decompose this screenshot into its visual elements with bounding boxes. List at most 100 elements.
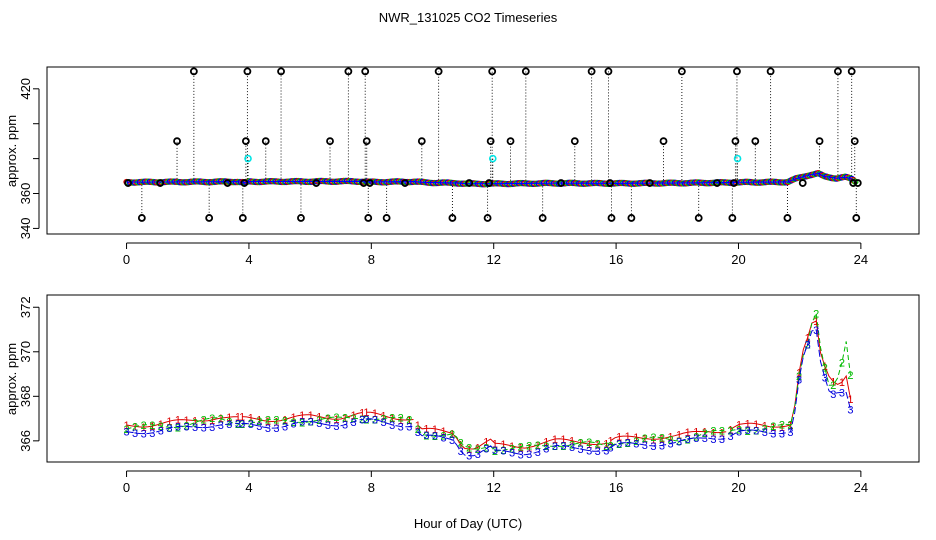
series-2-marker: 2 [787, 420, 793, 432]
series-1-line [417, 424, 607, 450]
flagged-point-black [401, 179, 409, 187]
series-3-marker: 3 [141, 429, 147, 441]
flagged-point-black [733, 67, 741, 76]
series-3-marker: 3 [676, 436, 682, 448]
series-2-marker: 2 [500, 445, 506, 457]
series-2-line [730, 311, 851, 432]
series-1-marker: 1 [483, 437, 489, 449]
flagged-point-black [607, 214, 616, 222]
series-1-marker: 1 [333, 414, 339, 426]
series-1-marker: 1 [175, 415, 181, 427]
flagged-point-black [694, 214, 703, 222]
series-1-marker: 1 [308, 410, 314, 422]
x-axis-label: Hour of Day (UTC) [414, 516, 522, 531]
top-y-axis-label: approx. ppm [4, 115, 19, 187]
series-2-marker: 2 [822, 363, 828, 375]
series-3-marker: 3 [830, 389, 836, 401]
top-x-tick-label: 24 [854, 252, 868, 267]
bottom-x-tick-label: 4 [245, 480, 252, 495]
series-2-marker: 2 [676, 436, 682, 448]
flagged-point-black [798, 179, 807, 187]
series-1-marker: 1 [248, 413, 254, 425]
series-1-marker: 1 [325, 413, 331, 425]
series-3-marker: 3 [183, 421, 189, 433]
series-3-marker: 3 [299, 417, 305, 429]
flagged-point-black [137, 214, 146, 222]
series-3-marker: 3 [458, 446, 464, 458]
series-1-marker: 1 [595, 439, 601, 451]
flagged-point-black [238, 214, 247, 222]
series-2-marker: 2 [359, 414, 365, 426]
series-2-marker: 2 [201, 415, 207, 427]
bottom-y-tick-label: 366 [18, 430, 33, 452]
series-2-marker: 2 [560, 441, 566, 453]
flagged-point-black [362, 137, 371, 146]
series-2-marker: 2 [325, 413, 331, 425]
series-2-marker: 2 [406, 415, 412, 427]
top-panel: 0 4 8 12 16 20 24 340 360 420 approx. ppm [4, 66, 920, 267]
series-2-marker: 2 [175, 422, 181, 434]
series-1-marker: 1 [500, 439, 506, 451]
top-y-tick-label: 420 [18, 78, 33, 100]
series-2-marker: 2 [466, 442, 472, 454]
series-3-marker: 3 [226, 419, 232, 431]
series-1-marker: 1 [813, 316, 819, 328]
series-2-marker: 2 [509, 443, 515, 455]
series-2-marker: 2 [710, 426, 716, 438]
series-2-marker: 2 [770, 421, 776, 433]
series-3-marker: 3 [423, 430, 429, 442]
series-2-marker: 2 [149, 420, 155, 432]
bottom-x-tick-label: 20 [731, 480, 745, 495]
flagged-point-black [486, 137, 495, 146]
flagged-point-black [506, 137, 515, 146]
series-3-marker: 3 [608, 443, 614, 455]
flagged-point-cyan [244, 154, 252, 163]
series-2-marker: 2 [458, 438, 464, 450]
flagged-point-black [434, 67, 443, 76]
flagged-point-black [189, 67, 198, 76]
series-3-marker: 3 [389, 420, 395, 432]
series-1-marker: 1 [603, 438, 609, 450]
series-3-marker: 3 [603, 445, 609, 457]
top-y-tick-label: 340 [18, 218, 33, 240]
series-3-marker: 3 [586, 446, 592, 458]
series-3-marker: 3 [492, 445, 498, 457]
series-1-marker: 1 [359, 408, 365, 420]
flagged-point-black [448, 214, 457, 222]
series-3-marker: 3 [779, 428, 785, 440]
series-3-marker: 3 [291, 419, 297, 431]
series-2-marker: 2 [762, 424, 768, 436]
flagged-point-black [627, 214, 636, 222]
series-1-marker: 1 [526, 442, 532, 454]
series-2-marker: 2 [753, 425, 759, 437]
flagged-point-black [364, 214, 373, 222]
series-3-marker: 3 [543, 444, 549, 456]
series-2-marker: 2 [569, 440, 575, 452]
series-1-marker: 1 [586, 439, 592, 451]
series-3-marker: 3 [753, 425, 759, 437]
series-1-marker: 1 [239, 412, 245, 424]
flagged-point-black [361, 67, 370, 76]
series-2-marker: 2 [256, 416, 262, 428]
top-x-tick-label: 20 [731, 252, 745, 267]
series-3-marker: 3 [218, 420, 224, 432]
series-1-marker: 1 [710, 427, 716, 439]
series-1-marker: 1 [406, 415, 412, 427]
series-2-marker: 2 [423, 430, 429, 442]
top-x-tick-label: 16 [609, 252, 623, 267]
flagged-point-black [834, 67, 842, 76]
flagged-point-cyan [733, 154, 742, 163]
bottom-y-tick-label: 370 [18, 341, 33, 363]
series-3-marker: 3 [526, 449, 532, 461]
series-2-marker: 2 [693, 432, 699, 444]
flagged-point-black [173, 137, 181, 146]
series-3-marker: 3 [787, 427, 793, 439]
series-2-line [242, 416, 363, 425]
series-3-line [730, 329, 851, 437]
series-3-marker: 3 [578, 444, 584, 456]
flagged-point-black [223, 179, 232, 187]
series-1-marker: 1 [578, 438, 584, 450]
series-3-marker: 3 [132, 428, 138, 440]
series-2-marker: 2 [659, 433, 665, 445]
flagged-point-black [485, 179, 494, 187]
